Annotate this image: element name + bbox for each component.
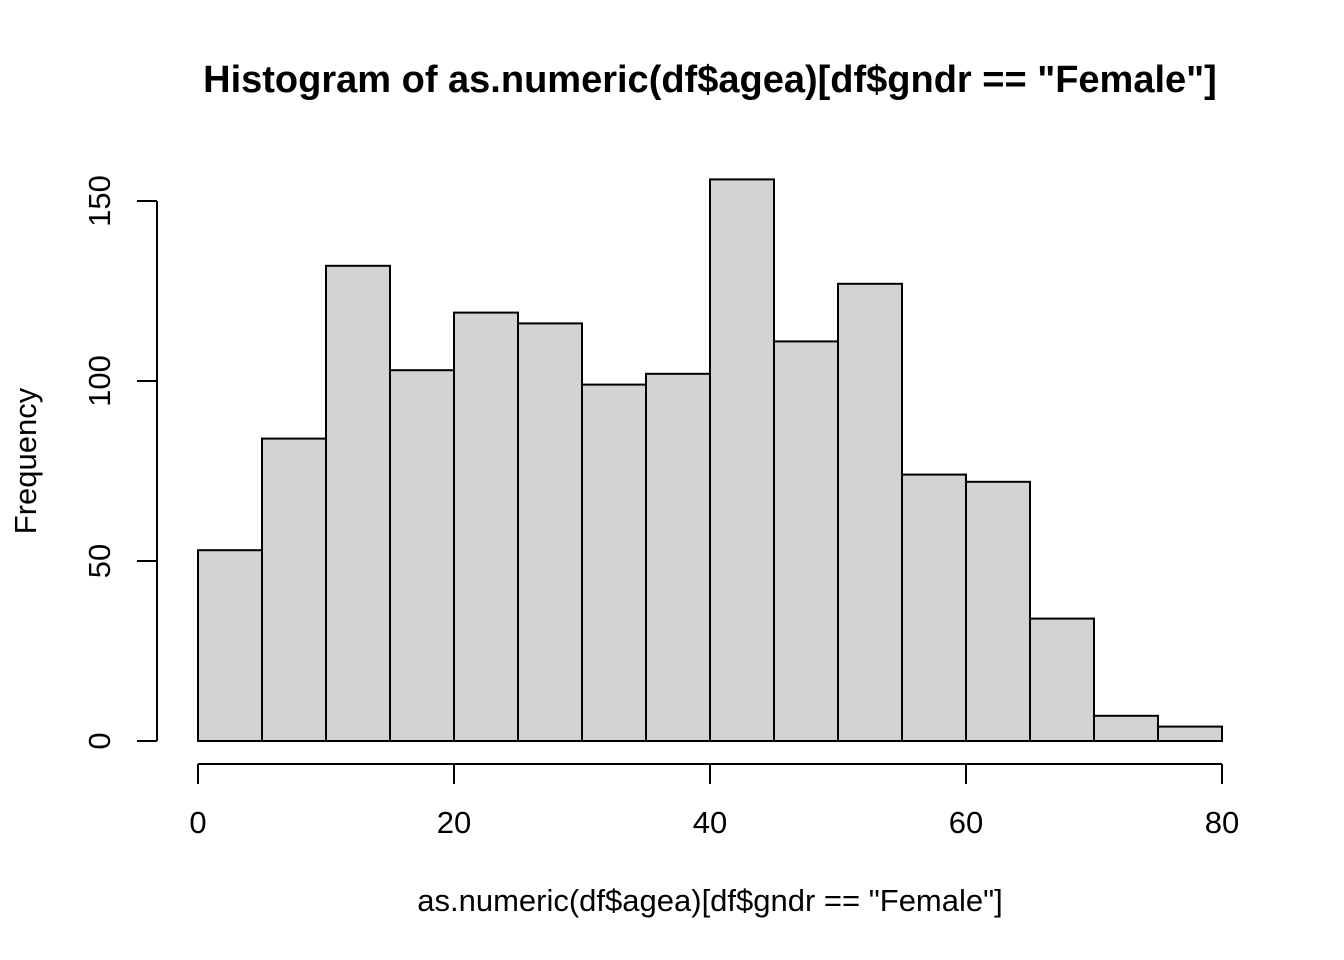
x-axis-label: as.numeric(df$agea)[df$gndr == "Female"] — [417, 883, 1003, 918]
histogram-bar-55-60 — [901, 473, 967, 742]
y-tick-label-100: 100 — [82, 355, 117, 407]
y-tick-label-150: 150 — [82, 175, 117, 227]
histogram-bar-15-20 — [389, 369, 455, 742]
histogram-bar-5-10 — [261, 437, 327, 742]
histogram-bar-0-5 — [197, 549, 263, 743]
histogram-bar-30-35 — [581, 383, 647, 742]
y-axis-label: Frequency — [8, 387, 43, 534]
histogram-bar-35-40 — [645, 372, 711, 742]
y-tick-label-0: 0 — [82, 732, 117, 749]
histogram-bar-75-80 — [1157, 725, 1223, 742]
chart-title: Histogram of as.numeric(df$agea)[df$gndr… — [203, 59, 1217, 101]
histogram-bar-20-25 — [453, 311, 519, 742]
x-tick-label-20: 20 — [437, 805, 471, 840]
y-tick-label-50: 50 — [82, 544, 117, 578]
x-axis: 0 20 40 60 80 — [189, 763, 1239, 840]
histogram-bar-40-45 — [709, 178, 775, 742]
histogram-bar-50-55 — [837, 282, 903, 742]
histogram-bar-60-65 — [965, 480, 1031, 742]
histogram-bar-10-15 — [325, 264, 391, 742]
y-axis: 0 50 100 150 — [82, 175, 158, 750]
histogram-bar-25-30 — [517, 322, 583, 742]
x-tick-label-80: 80 — [1205, 805, 1239, 840]
x-tick-label-40: 40 — [693, 805, 727, 840]
histogram-bar-45-50 — [773, 340, 839, 742]
histogram-bar-65-70 — [1029, 617, 1095, 742]
histogram-bar-70-75 — [1093, 714, 1159, 742]
x-tick-label-60: 60 — [949, 805, 983, 840]
bars-group — [197, 178, 1223, 743]
x-tick-label-0: 0 — [189, 805, 206, 840]
